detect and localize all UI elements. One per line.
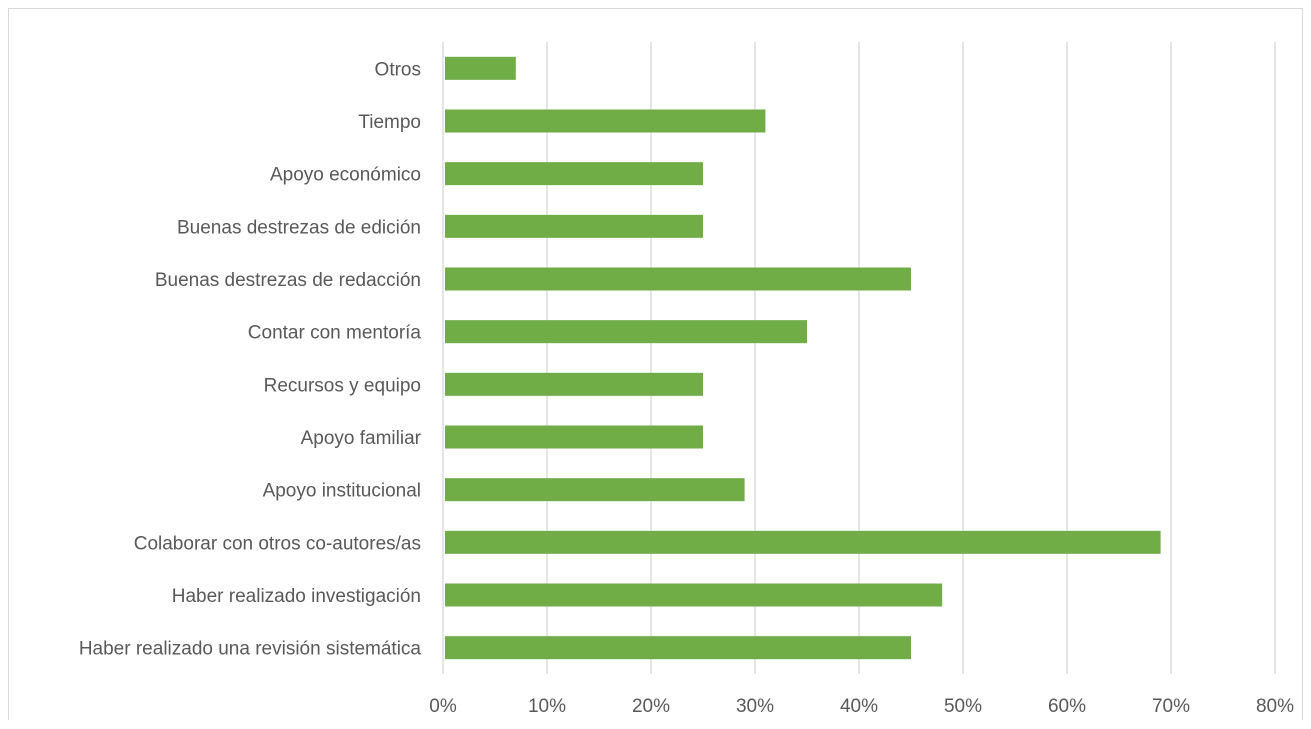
category-label: Tiempo: [358, 112, 421, 133]
bar: [445, 530, 1161, 554]
bar: [445, 267, 911, 291]
bar: [445, 425, 703, 449]
bar: [445, 583, 943, 607]
bar: [445, 162, 703, 186]
category-label: Apoyo económico: [270, 165, 421, 186]
chart-frame: [8, 8, 1303, 720]
category-label: Colaborar con otros co-autores/as: [134, 533, 421, 554]
category-label: Contar con mentoría: [248, 323, 422, 344]
category-label: Otros: [375, 59, 421, 80]
category-label: Recursos y equipo: [264, 375, 421, 396]
category-labels: Otros Tiempo Apoyo económico Buenas destrez…: [79, 59, 422, 659]
x-tick-label: 10%: [528, 696, 566, 717]
bar: [445, 56, 516, 80]
x-tick-label: 60%: [1048, 696, 1086, 717]
category-label: Haber realizado una revisión sistemática: [79, 639, 422, 660]
gridlines: [442, 42, 1276, 674]
x-axis-tick-labels: 0% 10% 20% 30% 40% 50% 60% 70% 80%: [429, 696, 1294, 717]
x-tick-label: 80%: [1256, 696, 1294, 717]
bar: [445, 214, 703, 238]
bars: [445, 56, 1161, 660]
bar: [445, 320, 807, 344]
x-tick-label: 30%: [736, 696, 774, 717]
category-label: Apoyo institucional: [263, 481, 421, 502]
bar: [445, 478, 745, 502]
x-tick-label: 50%: [944, 696, 982, 717]
x-tick-label: 0%: [429, 696, 457, 717]
category-label: Haber realizado investigación: [172, 586, 421, 607]
x-tick-label: 70%: [1152, 696, 1190, 717]
x-tick-label: 20%: [632, 696, 670, 717]
bar: [445, 109, 766, 133]
category-label: Buenas destrezas de redacción: [155, 270, 421, 291]
bar: [445, 636, 911, 660]
bar: [445, 372, 703, 396]
category-label: Apoyo familiar: [301, 428, 422, 449]
category-label: Buenas destrezas de edición: [177, 217, 421, 238]
x-tick-label: 40%: [840, 696, 878, 717]
